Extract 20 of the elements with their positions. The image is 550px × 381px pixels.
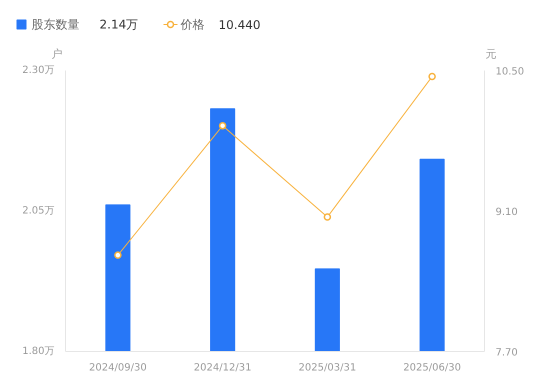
y-axis-title: 户 [52, 48, 62, 60]
x-tick-label: 2025/03/31 [298, 362, 356, 374]
point [114, 251, 122, 259]
y-tick-label: 1.80万 [22, 346, 54, 357]
legend-label: 股东数量 [32, 18, 80, 32]
x-tick-label: 2024/09/30 [89, 362, 147, 374]
y2-tick-label: 10.50 [496, 66, 524, 78]
legend-label: 价格 [180, 18, 204, 32]
y-tick-label: 2.05万 [22, 206, 54, 216]
y2-tick-label: 7.70 [496, 348, 518, 358]
point [218, 122, 226, 130]
text: 2.14万 [100, 18, 138, 32]
point [428, 72, 436, 80]
y2-tick-label: 9.10 [496, 207, 518, 218]
y-tick-label: 2.30万 [22, 65, 54, 76]
x-tick-label: 2025/06/30 [403, 362, 461, 374]
x-tick-label: 2024/12/31 [194, 362, 252, 374]
point [324, 213, 332, 221]
text: 10.440 [218, 18, 260, 32]
y2-axis-title: 元 [486, 48, 496, 60]
